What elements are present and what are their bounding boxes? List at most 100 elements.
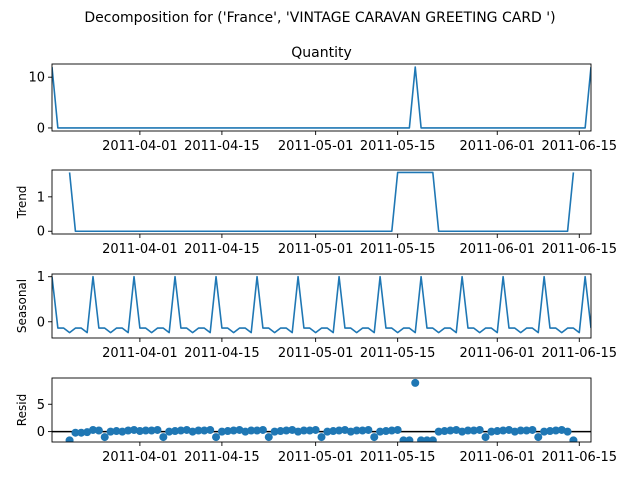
panel-1-title: Quantity	[291, 45, 352, 61]
resid-point	[270, 427, 279, 436]
panel-4: Resid 0 5 2011-04-01 2011-04-15 2011-05-01 201…	[15, 377, 618, 465]
resid-point	[77, 428, 86, 437]
y-tick-label: 1	[37, 270, 45, 285]
x-tick-label: 2011-06-15	[542, 450, 618, 465]
y-tick-label: 5	[37, 398, 45, 413]
resid-point	[135, 427, 144, 436]
resid-point	[469, 426, 478, 435]
y-tick-label: 10	[28, 71, 45, 86]
x-tick-label: 2011-06-01	[459, 242, 535, 257]
panel-2-data	[68, 171, 575, 233]
resid-point	[124, 426, 133, 435]
resid-point	[411, 378, 420, 387]
resid-point	[534, 433, 543, 442]
panel-1-data	[52, 66, 591, 129]
x-tick-label: 2011-04-01	[102, 242, 178, 257]
resid-point	[311, 425, 320, 434]
resid-point	[305, 426, 314, 435]
panel-3-data	[52, 275, 591, 334]
resid-point	[528, 425, 537, 434]
resid-point	[258, 425, 267, 434]
resid-point	[89, 425, 98, 434]
resid-point	[463, 426, 472, 435]
resid-point	[358, 426, 367, 435]
panel-2-ylabel: Trend	[15, 186, 29, 220]
resid-point	[428, 436, 437, 442]
x-tick-label: 2011-05-15	[360, 139, 436, 154]
resid-point	[516, 426, 525, 435]
resid-point	[212, 433, 221, 442]
x-tick-label: 2011-05-01	[278, 346, 354, 361]
resid-point	[393, 425, 402, 434]
panel-3-series-line	[52, 275, 591, 334]
x-tick-label: 2011-04-01	[102, 450, 178, 465]
resid-point	[563, 427, 572, 436]
resid-point	[147, 426, 156, 435]
resid-point	[71, 428, 80, 437]
resid-point	[323, 427, 332, 436]
resid-point	[171, 427, 180, 436]
x-tick-label: 2011-05-15	[360, 450, 436, 465]
x-tick-label: 2011-06-01	[459, 346, 535, 361]
x-tick-label: 2011-04-15	[184, 139, 260, 154]
panel-2-frame	[51, 169, 592, 235]
panel-4-data	[65, 378, 578, 442]
resid-point	[153, 425, 162, 434]
resid-point	[229, 426, 238, 435]
resid-point	[106, 427, 115, 436]
panel-3-frame	[51, 273, 592, 339]
x-tick-label: 2011-06-15	[542, 139, 618, 154]
x-tick-label: 2011-04-01	[102, 139, 178, 154]
x-tick-label: 2011-05-15	[360, 242, 436, 257]
resid-point	[317, 433, 326, 442]
resid-point	[217, 427, 226, 436]
y-tick-label: 0	[37, 225, 45, 240]
panel-1: Quantity 0 10 2011-04-01 2011-04-15 2011-05-0…	[28, 45, 617, 154]
resid-point	[545, 427, 554, 436]
resid-point	[223, 427, 232, 436]
y-tick-label: 1	[37, 190, 45, 205]
resid-point	[522, 426, 531, 435]
panel-4-frame	[51, 377, 592, 443]
y-tick-label: 0	[37, 121, 45, 136]
resid-point	[299, 426, 308, 435]
resid-point	[165, 427, 174, 436]
x-tick-label: 2011-04-15	[184, 346, 260, 361]
resid-point	[253, 426, 262, 435]
panel-3: Seasonal 0 1 2011-04-01 2011-04-15 2011-05-01…	[15, 270, 617, 361]
resid-point	[434, 427, 443, 436]
resid-point	[194, 426, 203, 435]
resid-point	[370, 433, 379, 442]
x-tick-label: 2011-04-15	[184, 242, 260, 257]
panel-2: Trend 0 1 2011-04-01 2011-04-15 2011-05-01 201…	[15, 169, 618, 257]
resid-point	[540, 427, 549, 436]
resid-point	[112, 427, 121, 436]
resid-point	[551, 426, 560, 435]
resid-point	[352, 426, 361, 435]
panel-4-ylabel: Resid	[15, 394, 29, 426]
resid-point	[276, 427, 285, 436]
x-tick-label: 2011-05-15	[360, 346, 436, 361]
x-tick-label: 2011-06-15	[542, 346, 618, 361]
resid-point	[141, 426, 150, 435]
resid-point	[65, 436, 74, 442]
resid-point	[264, 433, 273, 442]
resid-point	[94, 426, 103, 435]
y-tick-label: 0	[37, 315, 45, 330]
resid-point	[569, 436, 578, 442]
resid-point	[493, 427, 502, 436]
x-tick-label: 2011-06-15	[542, 242, 618, 257]
resid-point	[335, 426, 344, 435]
resid-point	[499, 426, 508, 435]
resid-point	[206, 425, 215, 434]
resid-point	[387, 426, 396, 435]
y-tick-label: 0	[37, 425, 45, 440]
x-tick-label: 2011-05-01	[278, 242, 354, 257]
figure-suptitle: Decomposition for ('France', 'VINTAGE CA…	[84, 10, 555, 26]
resid-point	[159, 433, 168, 442]
resid-point	[446, 426, 455, 435]
resid-point	[376, 427, 385, 436]
resid-point	[475, 425, 484, 434]
